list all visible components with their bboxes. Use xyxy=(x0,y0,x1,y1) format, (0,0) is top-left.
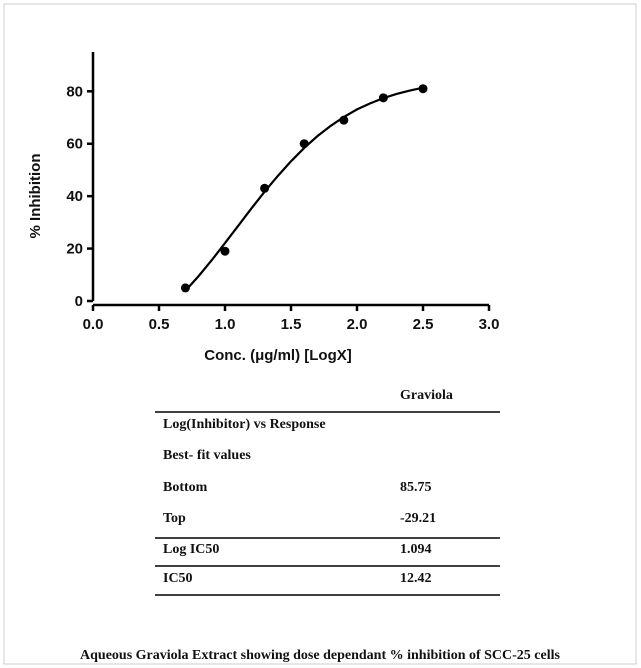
data-point xyxy=(180,283,190,293)
table-cell: IC50 xyxy=(163,571,193,586)
table-cell: Best- fit values xyxy=(163,448,251,463)
x-tick-label: 1.5 xyxy=(281,316,302,333)
table-cell: 85.75 xyxy=(400,480,432,495)
x-axis-label: Conc. (μg/ml) [LogX] xyxy=(204,347,352,364)
table-cell: Log(Inhibitor) vs Response xyxy=(163,417,326,432)
table-cell: -29.21 xyxy=(400,511,436,526)
caption: Aqueous Graviola Extract showing dose de… xyxy=(80,648,560,663)
y-tick-label: 0 xyxy=(75,293,83,310)
fit-curve xyxy=(184,86,424,292)
table-cell: Log IC50 xyxy=(163,542,219,557)
y-tick-label: 60 xyxy=(66,136,83,153)
table-cell: 1.094 xyxy=(400,542,432,557)
table-cell: Bottom xyxy=(163,480,208,495)
data-point xyxy=(220,246,230,256)
frame xyxy=(3,3,637,665)
y-axis-label: % Inhibition xyxy=(27,154,44,239)
x-tick-label: 2.0 xyxy=(347,316,368,333)
x-tick-label: 1.0 xyxy=(215,316,236,333)
table-cell: 12.42 xyxy=(400,571,432,586)
y-tick-label: 40 xyxy=(66,188,83,205)
table-cell: Top xyxy=(163,511,186,526)
y-tick-label: 20 xyxy=(66,241,83,258)
x-tick-label: 2.5 xyxy=(413,316,434,333)
x-tick-label: 3.0 xyxy=(479,316,500,333)
x-tick-label: 0.5 xyxy=(149,316,170,333)
table-column-header: Graviola xyxy=(400,388,453,403)
y-tick-label: 80 xyxy=(66,83,83,100)
x-tick-label: 0.0 xyxy=(83,316,104,333)
